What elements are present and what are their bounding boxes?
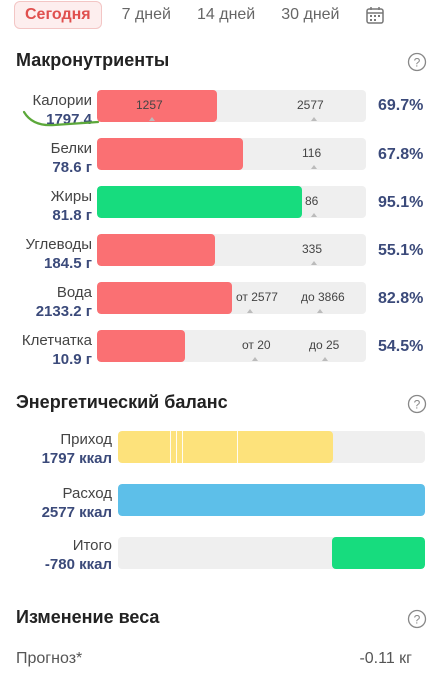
handwritten-underline [22,110,100,127]
bar-mark: от 2577 [236,290,278,304]
tick [311,117,317,121]
bar-mark: 116 [302,146,322,160]
macro-percent: 95.1% [378,194,424,211]
bar-fill [97,90,217,122]
energy-bar-expense [118,484,425,516]
weight-title: Изменение веса [16,607,160,627]
macro-name: Клетчатка [21,332,92,349]
bar-fill [97,186,302,218]
tick [311,213,317,217]
macro-value: 78.6 г [52,159,92,176]
bar-mark: 86 [305,194,319,208]
tab-14-days[interactable]: 14 дней [196,6,256,23]
bar-mark: 335 [302,242,323,256]
macro-bar-protein: 116 [97,138,366,170]
tick [322,357,328,361]
energy-title: Энергетический баланс [16,392,228,412]
macro-bar-calories: 1257 2577 [97,90,366,122]
energy-label-expense: Расход 2577 ккал [42,484,112,522]
svg-text:?: ? [414,398,421,412]
macro-label-protein: Белки 78.6 г [51,139,92,177]
macro-percent: 55.1% [378,242,424,259]
energy-value: 2577 ккал [41,504,112,521]
macro-name: Калории [32,92,92,109]
energy-bar-total [118,537,425,569]
tick [311,261,317,265]
macro-bar-water: от 2577 до 3866 [97,282,366,314]
forecast-label: Прогноз* [16,650,83,667]
bar-mark: 2577 [297,98,324,112]
tab-30-days[interactable]: 30 дней [281,6,340,23]
macro-label-fat: Жиры 81.8 г [51,187,92,225]
macro-label-water: Вода 2133.2 г [36,283,92,321]
macro-name: Белки [50,140,92,157]
period-tabs: Сегодня 7 дней 14 дней 30 дней [14,0,414,30]
energy-name: Приход [60,431,112,448]
macro-percent: 69.7% [378,97,424,114]
macros-title: Макронутриенты [16,50,170,70]
bar-mark: до 3866 [301,290,345,304]
macro-value: 2133.2 г [35,303,92,320]
bar-fill [118,431,333,463]
tab-today[interactable]: Сегодня [14,1,102,29]
macro-bar-carbs: 335 [97,234,366,266]
bar-fill [118,484,425,516]
macro-label-carbs: Углеводы 184.5 г [26,235,92,273]
help-icon[interactable]: ? [407,52,427,72]
bar-mark: от 20 [242,338,271,352]
bar-fill [97,138,243,170]
bar-mark: до 25 [309,338,340,352]
macro-percent: 54.5% [378,338,424,355]
energy-name: Итого [72,537,112,554]
macro-percent: 82.8% [378,290,424,307]
macro-bar-fiber: от 20 до 25 [97,330,366,362]
macro-value: 81.8 г [52,207,92,224]
bar-fill [332,537,425,569]
bar-fill [97,234,215,266]
macro-value: 184.5 г [44,255,92,272]
macro-name: Жиры [50,188,92,205]
tick [317,309,323,313]
forecast-value: -0.11 кг [359,650,412,667]
energy-value: 1797 ккал [41,450,112,467]
energy-name: Расход [62,485,112,502]
tab-7-days[interactable]: 7 дней [121,6,171,23]
bar-mark: 1257 [136,98,163,112]
tick [252,357,258,361]
macro-name: Углеводы [25,236,92,253]
help-icon[interactable]: ? [407,609,427,629]
energy-value: -780 ккал [44,556,112,573]
bar-fill [97,330,185,362]
svg-text:?: ? [414,56,421,70]
macro-value: 10.9 г [52,351,92,368]
macro-percent: 67.8% [378,146,424,163]
tick [311,165,317,169]
calendar-icon[interactable] [365,5,385,25]
tick [247,309,253,313]
macro-name: Вода [56,284,92,301]
energy-bar-income [118,431,425,463]
energy-label-total: Итого -780 ккал [45,536,112,574]
energy-label-income: Приход 1797 ккал [42,430,112,468]
tick [149,117,155,121]
help-icon[interactable]: ? [407,394,427,414]
macro-bar-fat: 86 [97,186,366,218]
svg-text:?: ? [414,613,421,627]
macro-label-fiber: Клетчатка 10.9 г [22,331,92,369]
bar-fill [97,282,232,314]
